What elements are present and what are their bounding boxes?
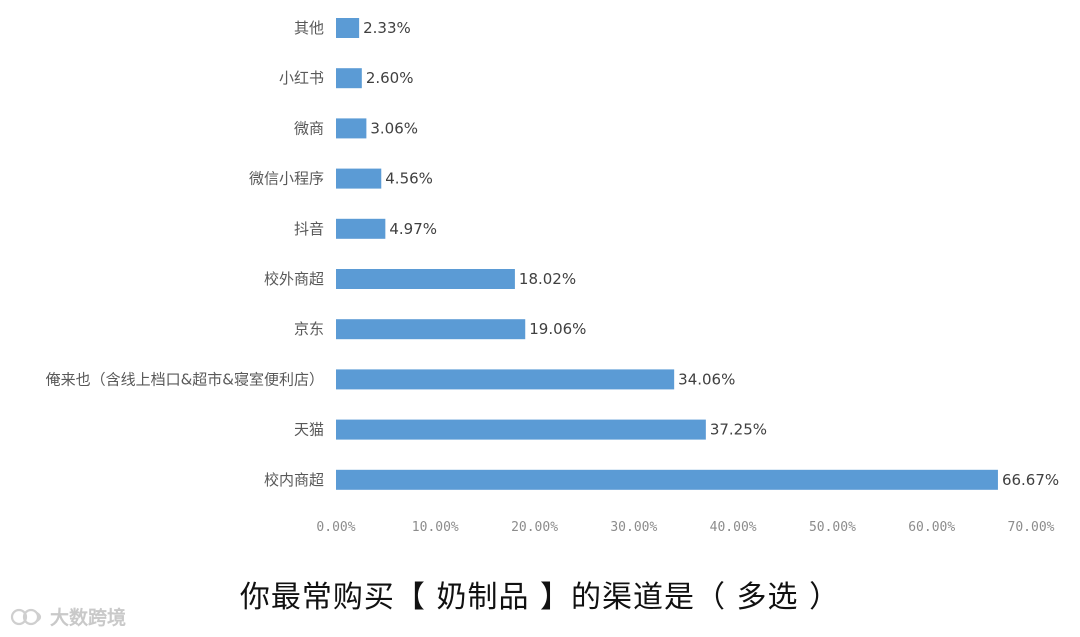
data-label: 19.06%	[529, 320, 586, 338]
bar	[336, 319, 526, 340]
bar	[336, 218, 386, 239]
bar	[336, 168, 382, 189]
bar	[336, 269, 515, 289]
category-label: 其他	[294, 19, 324, 37]
x-tick-label: 40.00%	[710, 520, 757, 535]
x-tick-label: 70.00%	[1008, 520, 1055, 535]
x-tick-label: 50.00%	[809, 520, 856, 535]
data-label: 34.06%	[678, 370, 735, 388]
watermark-logo-icon	[10, 608, 42, 625]
category-label: 微商	[294, 119, 324, 137]
chart-caption: 你最常购买【 奶制品 】的渠道是（ 多选 ）	[239, 580, 841, 615]
watermark-text: 大数跨境	[50, 607, 127, 629]
category-label: 天猫	[294, 421, 324, 439]
data-label: 2.60%	[366, 69, 414, 87]
data-label: 66.67%	[1002, 471, 1059, 489]
x-tick-label: 0.00%	[316, 520, 355, 535]
data-label: 4.56%	[385, 170, 433, 188]
bar	[336, 469, 998, 490]
category-label: 微信小程序	[249, 170, 324, 188]
data-label: 37.25%	[710, 421, 767, 439]
bar	[336, 419, 706, 440]
x-tick-label: 10.00%	[412, 520, 459, 535]
data-label: 3.06%	[370, 119, 418, 137]
data-label: 18.02%	[519, 270, 576, 288]
data-label: 4.97%	[389, 220, 437, 238]
bar	[336, 68, 362, 89]
category-label: 校内商超	[264, 471, 324, 489]
bar	[336, 118, 367, 139]
x-tick-label: 30.00%	[610, 520, 657, 535]
category-label: 抖音	[294, 220, 324, 238]
category-label: 校外商超	[264, 270, 324, 288]
category-label: 俺来也（含线上档口&超市&寝室便利店）	[46, 370, 324, 388]
x-tick-label: 60.00%	[908, 520, 955, 535]
data-label: 2.33%	[363, 19, 411, 37]
bar	[336, 18, 360, 38]
x-tick-label: 20.00%	[511, 520, 558, 535]
category-label: 京东	[294, 320, 324, 338]
bar-chart: 其他 2.33% 小红书 2.60% 微商 3.06% 微信小程序 4.56% 抖音 4.97% 校…	[46, 18, 1059, 535]
category-label: 小红书	[279, 69, 324, 87]
watermark: 大数跨境	[10, 603, 126, 630]
bar	[336, 369, 675, 390]
